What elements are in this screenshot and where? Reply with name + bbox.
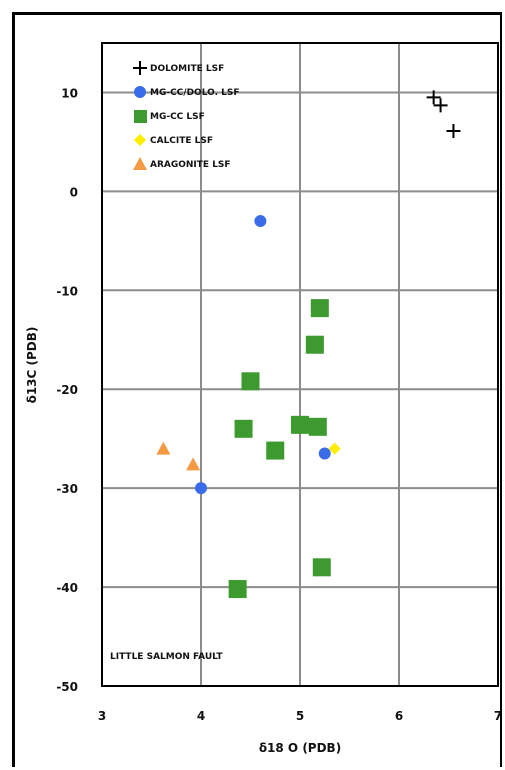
- tick-labels: 3 4 5 6 7 10 0 -10 -20 -30 -40 -50: [56, 86, 502, 723]
- legend-label: ARAGONITE LSF: [150, 160, 231, 170]
- y-tick-label: 0: [70, 185, 78, 199]
- data-point-circle: [254, 215, 267, 228]
- data-point-circle: [195, 482, 207, 495]
- plot-area: [101, 42, 499, 687]
- y-tick-label: 10: [61, 86, 78, 100]
- legend-item: ARAGONITE LSF: [133, 157, 231, 170]
- data-point-circle: [318, 447, 331, 460]
- legend: DOLOMITE LSF MG-CC/DOLO. LSF MG-CC LSF CALC…: [133, 61, 239, 170]
- data-point-square: [305, 335, 324, 354]
- x-tick-label: 6: [395, 709, 403, 723]
- data-point-plus: [426, 90, 441, 105]
- figure-frame: [12, 12, 502, 767]
- grid: [102, 43, 498, 686]
- legend-item: MG-CC/DOLO. LSF: [134, 86, 239, 98]
- y-tick-label: -50: [56, 680, 78, 694]
- legend-marker-circle: [134, 86, 146, 98]
- location-annotation: LITTLE SALMON FAULT: [110, 652, 223, 662]
- x-tick-label: 5: [296, 709, 304, 723]
- legend-label: DOLOMITE LSF: [150, 64, 224, 74]
- legend-label: MG-CC/DOLO. LSF: [150, 88, 239, 98]
- data-point-square: [228, 580, 247, 599]
- data-point-square: [310, 299, 329, 318]
- data-point-square: [308, 417, 327, 436]
- legend-marker-plus: [133, 61, 147, 75]
- data-point-plus: [446, 124, 461, 139]
- y-tick-label: -10: [56, 284, 78, 298]
- data-point-square: [241, 372, 260, 391]
- data-points: [156, 90, 461, 599]
- y-tick-label: -30: [56, 482, 78, 496]
- y-tick-label: -20: [56, 383, 78, 397]
- data-point-square: [291, 415, 309, 434]
- legend-label: CALCITE LSF: [150, 136, 213, 146]
- legend-marker-diamond: [134, 134, 146, 146]
- data-point-square: [234, 419, 253, 438]
- legend-item: DOLOMITE LSF: [133, 61, 224, 75]
- legend-marker-triangle: [133, 157, 147, 170]
- x-tick-label: 4: [197, 709, 205, 723]
- x-axis-label: δ18 O (PDB): [259, 741, 341, 755]
- legend-item: MG-CC LSF: [134, 110, 205, 123]
- legend-item: CALCITE LSF: [134, 134, 213, 146]
- data-point-triangle: [156, 441, 171, 455]
- legend-label: MG-CC LSF: [150, 112, 205, 122]
- legend-marker-square: [134, 110, 147, 123]
- x-tick-label: 7: [494, 709, 502, 723]
- x-tick-label: 3: [98, 709, 106, 723]
- y-axis-label: δ13C (PDB): [25, 327, 39, 404]
- y-tick-label: -40: [56, 581, 78, 595]
- data-point-triangle: [186, 457, 201, 471]
- data-point-square: [312, 558, 331, 577]
- data-point-plus: [433, 98, 448, 113]
- data-point-diamond: [328, 442, 341, 455]
- data-point-square: [266, 441, 285, 460]
